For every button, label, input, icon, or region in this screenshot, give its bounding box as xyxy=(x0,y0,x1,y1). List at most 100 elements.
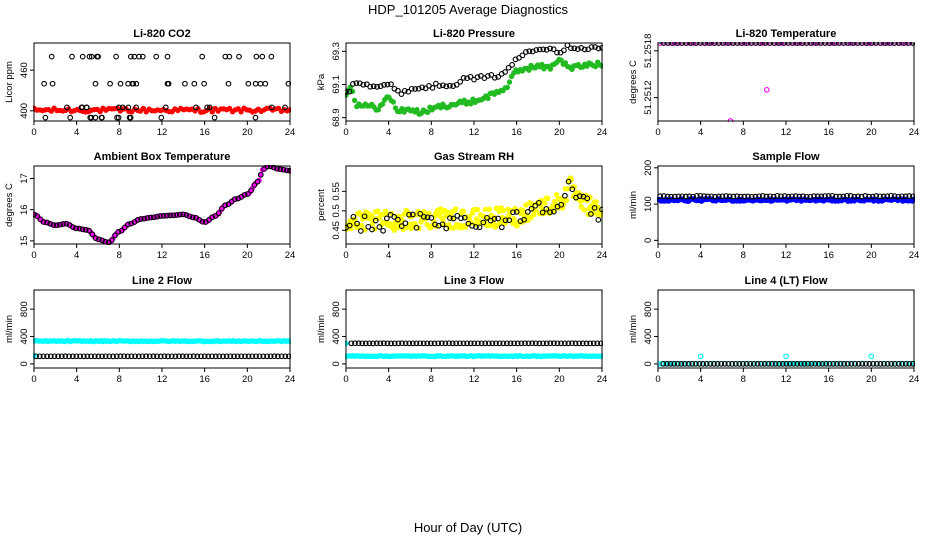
data-point xyxy=(496,340,503,347)
data-point xyxy=(532,202,539,209)
data-point xyxy=(437,213,443,219)
data-point xyxy=(493,340,499,347)
data-point xyxy=(837,360,844,367)
data-point xyxy=(870,360,876,367)
data-point xyxy=(414,106,420,113)
data-point xyxy=(700,361,706,367)
y-axis-label: degrees C xyxy=(628,60,639,104)
data-point xyxy=(92,80,99,87)
y-tick-label: 0 xyxy=(19,361,30,366)
data-point xyxy=(409,340,416,347)
data-point xyxy=(354,220,360,227)
data-point xyxy=(428,340,434,347)
data-point xyxy=(286,353,291,360)
data-point xyxy=(598,340,603,347)
data-point xyxy=(756,193,762,200)
data-point xyxy=(158,114,165,121)
plot-frame xyxy=(33,165,291,245)
data-point xyxy=(277,166,284,173)
data-point xyxy=(429,85,436,91)
data-point xyxy=(743,360,750,367)
data-point xyxy=(759,193,766,199)
y-tick-label: 0.5 xyxy=(331,204,342,217)
data-point xyxy=(147,214,154,221)
data-point xyxy=(62,353,69,360)
data-point xyxy=(812,360,819,367)
data-point xyxy=(553,191,560,198)
data-point xyxy=(58,353,65,360)
data-point xyxy=(138,216,144,222)
panel-title: Line 3 Flow xyxy=(444,275,504,287)
panel-title: Sample Flow xyxy=(752,151,820,163)
data-point xyxy=(536,46,543,53)
data-point xyxy=(126,114,133,121)
data-point xyxy=(547,209,553,216)
data-point xyxy=(491,216,498,222)
data-point xyxy=(370,83,377,90)
data-point xyxy=(170,212,177,219)
data-point xyxy=(57,221,63,228)
data-point xyxy=(761,360,768,367)
data-point xyxy=(395,216,401,223)
data-point xyxy=(507,340,514,347)
data-point xyxy=(796,193,803,200)
y-axis-label: percent xyxy=(316,189,327,221)
data-point xyxy=(467,340,474,347)
data-point xyxy=(257,80,264,87)
data-point xyxy=(734,193,740,200)
data-point xyxy=(489,340,496,347)
data-point xyxy=(891,361,898,367)
data-point xyxy=(413,224,420,231)
data-point xyxy=(811,193,817,199)
data-point xyxy=(380,227,386,234)
x-tick-label: 12 xyxy=(157,127,168,138)
x-tick-label: 12 xyxy=(469,374,480,385)
data-point xyxy=(108,237,115,244)
x-tick-label: 4 xyxy=(698,250,703,261)
data-point xyxy=(528,205,535,212)
data-point xyxy=(844,360,851,367)
data-point xyxy=(818,193,825,200)
data-points xyxy=(33,53,291,121)
data-point xyxy=(520,207,526,214)
data-point xyxy=(253,353,259,360)
data-point xyxy=(891,193,898,199)
data-point xyxy=(431,340,438,347)
data-point xyxy=(278,353,285,360)
data-point xyxy=(361,213,368,220)
data-point xyxy=(588,211,594,217)
data-point xyxy=(863,360,869,367)
data-point xyxy=(718,360,725,367)
data-point xyxy=(732,360,739,367)
data-point xyxy=(406,211,412,218)
data-point xyxy=(848,361,855,367)
data-point xyxy=(723,193,729,199)
data-point xyxy=(151,214,157,221)
data-point xyxy=(551,340,557,347)
data-point xyxy=(372,217,379,224)
data-point xyxy=(502,217,509,224)
data-point xyxy=(176,211,183,218)
data-point xyxy=(73,353,80,360)
data-point xyxy=(249,353,256,360)
data-point xyxy=(79,104,86,111)
data-point xyxy=(260,353,267,360)
data-point xyxy=(134,217,141,223)
x-tick-label: 12 xyxy=(781,127,792,138)
data-point xyxy=(571,45,578,52)
chart-panel: Li-820 CO2 0 4 8 12 16 20 24 400 460 Licor ppm xyxy=(4,28,295,138)
data-point xyxy=(80,353,87,360)
data-point xyxy=(703,360,710,367)
data-point xyxy=(161,353,168,360)
data-point xyxy=(685,361,692,367)
data-point xyxy=(576,340,583,347)
x-tick-label: 16 xyxy=(511,374,522,385)
data-point xyxy=(204,104,210,111)
data-point xyxy=(168,353,175,360)
data-point xyxy=(711,361,717,367)
data-point xyxy=(254,178,261,185)
data-point xyxy=(102,353,109,360)
data-point xyxy=(506,79,513,85)
x-tick-label: 16 xyxy=(823,127,834,138)
data-point xyxy=(48,53,55,60)
